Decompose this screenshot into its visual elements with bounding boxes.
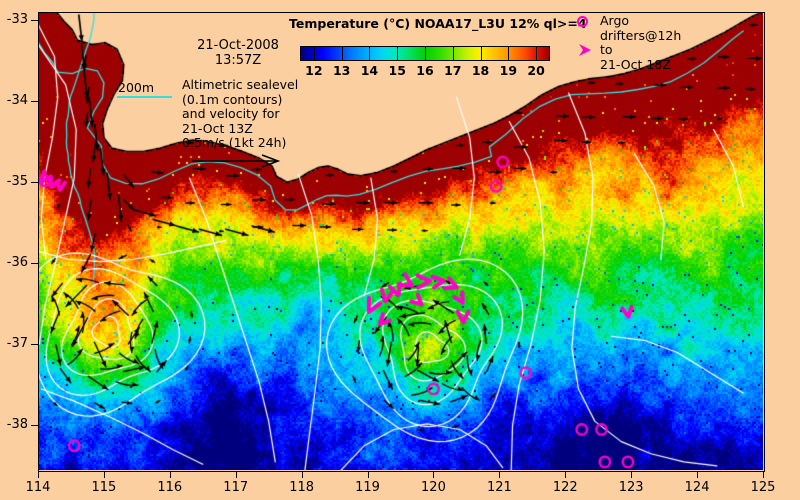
observation-date: 21-Oct-2008: [197, 38, 279, 53]
colorbar-tick-mark: [480, 46, 482, 61]
y-tick-label: -38: [6, 417, 28, 433]
x-tick-mark: [367, 471, 369, 478]
y-tick-mark: [31, 263, 38, 265]
drifter-arrow-icon: [579, 44, 591, 56]
altimetry-line-1: Altimetric sealevel: [182, 77, 299, 92]
altimetry-annotation: Altimetric sealevel (0.1m contours) and …: [182, 77, 307, 151]
x-tick-label: 117: [223, 480, 249, 495]
colorbar-tick-label: 18: [471, 63, 490, 78]
argo-float-marker-icon: [577, 16, 588, 27]
colorbar-tick-mark: [536, 46, 538, 61]
x-tick-mark: [565, 471, 567, 478]
x-tick-label: 122: [552, 480, 578, 495]
x-tick-label: 115: [91, 480, 117, 495]
observation-time: 13:57Z: [214, 53, 262, 68]
altimetry-line-4: 21-Oct 13Z: [182, 120, 253, 136]
colorbar-tick-label: 17: [444, 63, 462, 78]
argo-legend-text: Argo drifters@12h to 21-Oct 18Z: [600, 13, 696, 72]
map-plot-area[interactable]: [38, 12, 763, 470]
colorbar-tick-label: 19: [499, 63, 518, 78]
x-tick-mark: [235, 471, 237, 478]
depth-scale-label: 200m: [118, 80, 155, 95]
colorbar-tick-label: 16: [416, 63, 434, 78]
x-tick-mark: [433, 471, 435, 478]
observation-datetime: 21-Oct-2008 13:57Z: [178, 38, 298, 68]
y-tick-label: -33: [6, 12, 28, 28]
y-tick-mark: [31, 182, 38, 184]
x-tick-mark: [301, 471, 303, 478]
argo-legend-line-3: 21-Oct 18Z: [600, 56, 671, 72]
colorbar-tick-label: 15: [388, 63, 406, 78]
y-tick-mark: [31, 20, 38, 22]
x-tick-label: 124: [684, 480, 710, 495]
y-tick-mark: [31, 344, 38, 346]
depth-scale-line-icon: [117, 96, 172, 98]
colorbar-tick-mark: [452, 46, 454, 61]
x-tick-mark: [631, 471, 633, 478]
x-tick-label: 125: [750, 480, 776, 495]
altimetry-line-2: (0.1m contours): [182, 91, 283, 107]
colorbar-tick-label: 14: [360, 63, 379, 78]
x-tick-mark: [499, 471, 501, 478]
y-tick-label: -37: [6, 336, 28, 352]
x-tick-mark: [103, 471, 105, 478]
x-tick-label: 116: [157, 480, 183, 495]
argo-legend-line-2: drifters@12h to: [600, 27, 682, 57]
y-tick-label: -34: [6, 93, 28, 109]
velocity-scale-label: 0.5m/s (1kt 24h): [182, 135, 287, 150]
x-tick-label: 118: [289, 480, 315, 495]
x-tick-label: 119: [355, 480, 380, 495]
argo-legend-line-1: Argo: [600, 13, 630, 28]
x-tick-mark: [38, 471, 39, 478]
colorbar-tick-mark: [425, 46, 426, 61]
colorbar-title: Temperature (°C) NOAA17_L3U 12% ql>=4: [289, 16, 587, 31]
x-tick-mark: [169, 471, 171, 478]
y-tick-label: -36: [6, 255, 28, 271]
x-tick-label: 114: [25, 480, 51, 495]
velocity-scale-arrow-icon: [192, 154, 281, 168]
colorbar-tick-mark: [508, 46, 510, 61]
y-tick-label: -35: [6, 174, 28, 190]
x-tick-mark: [763, 471, 764, 478]
colorbar-tick-mark: [397, 46, 399, 61]
colorbar-tick-label: 12: [305, 63, 323, 78]
x-tick-label: 123: [618, 480, 644, 495]
colorbar: Temperature (°C) NOAA17_L3U 12% ql>=4 12…: [289, 16, 587, 78]
altimetry-line-3: and velocity for: [182, 106, 280, 121]
colorbar-tick-mark: [369, 46, 371, 61]
map-overlay-layer: [38, 12, 763, 470]
colorbar-tick-label: 20: [527, 63, 545, 78]
colorbar-tick-mark: [341, 46, 343, 61]
x-tick-mark: [697, 471, 699, 478]
x-tick-label: 120: [421, 480, 446, 495]
y-tick-mark: [31, 101, 38, 103]
colorbar-tick-label: 13: [332, 63, 351, 78]
x-tick-label: 121: [486, 480, 512, 495]
y-tick-mark: [31, 425, 38, 427]
colorbar-tick-mark: [313, 46, 315, 61]
